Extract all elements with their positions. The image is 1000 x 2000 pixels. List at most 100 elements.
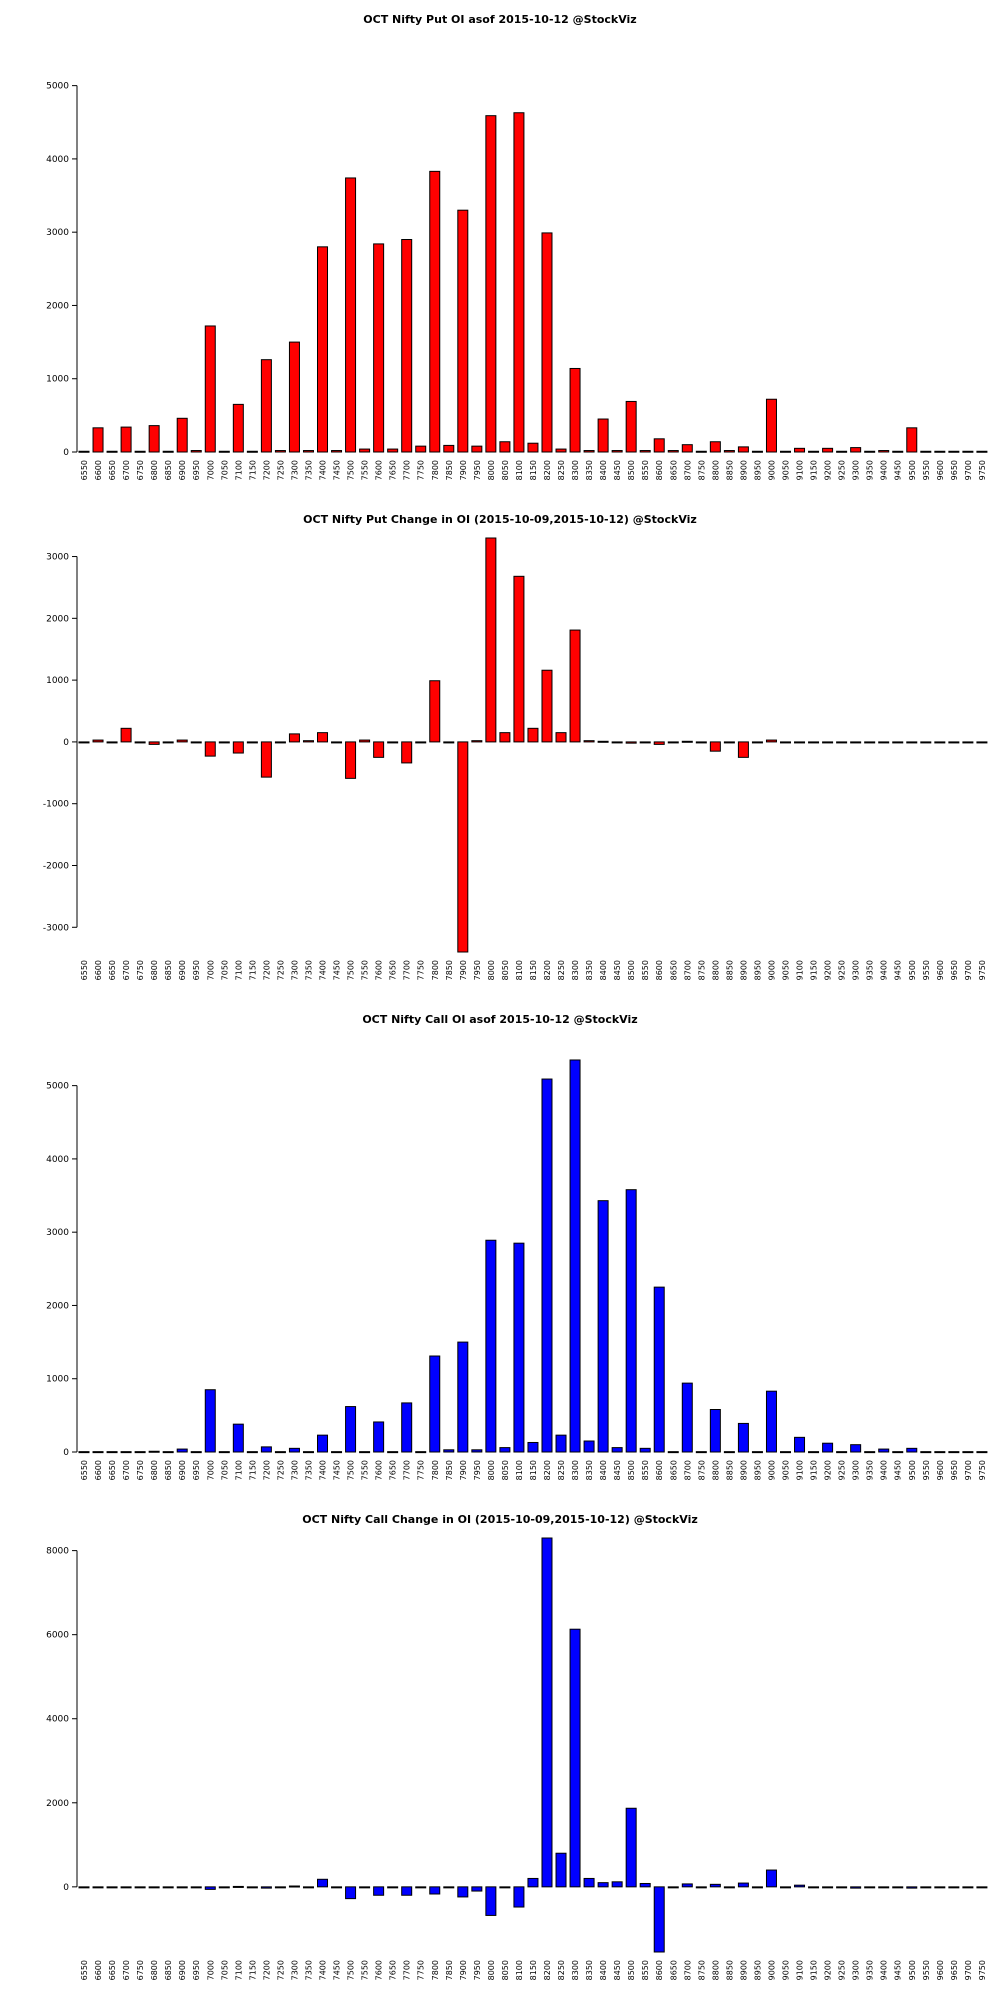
x-tick-label: 7000 bbox=[206, 1460, 215, 1480]
y-tick-label: 1000 bbox=[46, 676, 69, 686]
x-tick-label: 8900 bbox=[739, 960, 748, 980]
x-tick-label: 7050 bbox=[220, 1960, 229, 1980]
bar bbox=[836, 450, 848, 453]
bar bbox=[527, 442, 539, 453]
bar bbox=[499, 732, 511, 743]
x-tick-label: 7800 bbox=[431, 1460, 440, 1480]
x-tick-label: 8600 bbox=[655, 1960, 664, 1980]
bar bbox=[232, 1423, 244, 1453]
x-tick-label: 9350 bbox=[866, 960, 875, 980]
bar bbox=[962, 1886, 974, 1889]
x-tick-label: 9300 bbox=[852, 1460, 861, 1480]
x-tick-label: 9100 bbox=[796, 1960, 805, 1980]
bar bbox=[162, 1886, 174, 1889]
bar bbox=[920, 1886, 932, 1889]
x-tick-label: 8600 bbox=[655, 1460, 664, 1480]
bar bbox=[709, 1883, 721, 1888]
bar bbox=[274, 1451, 286, 1454]
x-tick-label: 9500 bbox=[908, 1460, 917, 1480]
bar bbox=[176, 739, 188, 743]
x-tick-label: 9150 bbox=[810, 1960, 819, 1980]
x-tick-label: 7100 bbox=[234, 960, 243, 980]
bar bbox=[681, 444, 693, 453]
x-tick-label: 8550 bbox=[641, 1460, 650, 1480]
bar bbox=[906, 1886, 918, 1889]
x-tick-label: 7350 bbox=[304, 1460, 313, 1480]
bar bbox=[331, 741, 343, 744]
y-tick-label: -3000 bbox=[43, 923, 69, 933]
x-tick-label: 9400 bbox=[880, 960, 889, 980]
bar bbox=[723, 1886, 735, 1889]
x-tick-label: 8250 bbox=[557, 1960, 566, 1980]
x-tick-label: 9500 bbox=[908, 960, 917, 980]
bar bbox=[892, 1451, 904, 1454]
x-tick-label: 8300 bbox=[571, 960, 580, 980]
bar bbox=[597, 418, 609, 453]
x-tick-label: 8750 bbox=[697, 1460, 706, 1480]
x-tick-label: 6600 bbox=[94, 460, 103, 480]
bar bbox=[331, 1886, 343, 1889]
x-tick-label: 8200 bbox=[543, 960, 552, 980]
bar bbox=[976, 1886, 988, 1889]
x-tick-label: 6950 bbox=[192, 460, 201, 480]
bar bbox=[541, 1078, 553, 1453]
bar bbox=[583, 740, 595, 743]
x-tick-label: 8650 bbox=[669, 1960, 678, 1980]
x-tick-label: 8750 bbox=[697, 960, 706, 980]
x-tick-label: 7050 bbox=[220, 1460, 229, 1480]
bar bbox=[120, 727, 132, 743]
x-tick-label: 9050 bbox=[782, 1960, 791, 1980]
bar bbox=[541, 1537, 553, 1888]
x-tick-label: 6750 bbox=[136, 1460, 145, 1480]
x-tick-label: 7650 bbox=[389, 1960, 398, 1980]
bar bbox=[527, 727, 539, 743]
bar bbox=[78, 450, 90, 453]
y-tick-label: 5000 bbox=[46, 1082, 69, 1092]
bar bbox=[934, 1451, 946, 1454]
bar bbox=[864, 741, 876, 744]
bar bbox=[639, 741, 651, 744]
x-tick-label: 6550 bbox=[80, 460, 89, 480]
bar bbox=[737, 1882, 749, 1888]
x-tick-label: 7250 bbox=[276, 960, 285, 980]
bar bbox=[134, 741, 146, 744]
bar bbox=[751, 1451, 763, 1454]
bar bbox=[288, 341, 300, 453]
x-tick-label: 7000 bbox=[206, 460, 215, 480]
x-tick-label: 7000 bbox=[206, 1960, 215, 1980]
bar bbox=[162, 1451, 174, 1454]
bar bbox=[695, 1886, 707, 1889]
bar bbox=[780, 741, 791, 744]
x-tick-label: 6850 bbox=[164, 460, 173, 480]
bar bbox=[906, 427, 918, 453]
bar bbox=[331, 450, 343, 453]
bar bbox=[190, 1886, 202, 1889]
x-tick-label: 8500 bbox=[627, 1960, 636, 1980]
x-tick-label: 8450 bbox=[613, 1460, 622, 1480]
x-tick-label: 7550 bbox=[361, 1960, 370, 1980]
bar bbox=[667, 1451, 679, 1454]
bar bbox=[723, 1451, 735, 1454]
bar bbox=[962, 741, 974, 744]
bar bbox=[120, 1886, 132, 1889]
x-tick-label: 7800 bbox=[431, 960, 440, 980]
x-tick-label: 6700 bbox=[122, 960, 131, 980]
y-tick-label: 1000 bbox=[46, 375, 69, 385]
bar bbox=[976, 1451, 988, 1454]
x-tick-label: 9600 bbox=[936, 1460, 945, 1480]
x-tick-label: 8600 bbox=[655, 960, 664, 980]
bar bbox=[218, 1451, 230, 1454]
x-tick-label: 7100 bbox=[234, 1960, 243, 1980]
x-tick-label: 7450 bbox=[333, 960, 342, 980]
x-tick-label: 7500 bbox=[347, 1460, 356, 1480]
bar bbox=[765, 1869, 777, 1888]
bar bbox=[443, 1449, 455, 1453]
y-tick-label: 0 bbox=[63, 1883, 69, 1893]
x-tick-label: 7450 bbox=[333, 1460, 342, 1480]
x-tick-label: 9200 bbox=[824, 1460, 833, 1480]
bar bbox=[246, 450, 258, 453]
bar bbox=[232, 1885, 244, 1888]
x-tick-label: 9700 bbox=[964, 460, 973, 480]
bar bbox=[569, 1059, 581, 1453]
bar bbox=[892, 450, 904, 453]
